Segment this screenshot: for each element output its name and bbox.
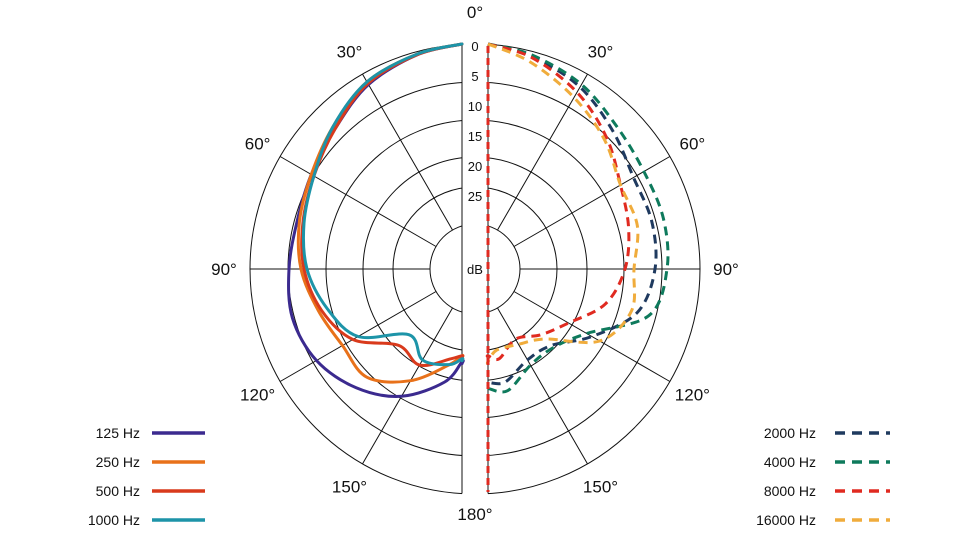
angle-label: 60° [680, 135, 706, 154]
angle-label: 30° [337, 43, 363, 62]
series-line-8000-hz [485, 42, 631, 362]
angle-label: 60° [245, 135, 271, 154]
grid-spoke [362, 307, 453, 465]
radial-scale: 0 5 10 15 20 25 dB [467, 39, 483, 277]
grid-spoke [497, 73, 588, 231]
radial-tick-label: 15 [468, 129, 482, 144]
right-half-series [485, 42, 670, 492]
grid-spoke [362, 73, 453, 231]
series-line-2000-hz [485, 42, 658, 386]
radial-unit-label: dB [467, 262, 483, 277]
angle-label: 120° [675, 386, 710, 405]
angle-label: 30° [588, 43, 614, 62]
left-half-series [287, 42, 465, 398]
legend-label: 8000 Hz [764, 483, 816, 499]
radial-tick-label: 5 [471, 69, 478, 84]
series-line-16000-hz [485, 42, 640, 366]
legend-label: 125 Hz [96, 425, 140, 441]
angle-label: 90° [713, 260, 739, 279]
legend-label: 2000 Hz [764, 425, 816, 441]
center-gap [462, 42, 488, 496]
radial-tick-label: 25 [468, 189, 482, 204]
series-line-1000-hz [301, 42, 465, 367]
series-line-500-hz [300, 42, 465, 368]
radial-tick-label: 0 [471, 39, 478, 54]
series-line-4000-hz [485, 42, 670, 394]
angle-label: 120° [240, 386, 275, 405]
angle-label: 150° [332, 477, 367, 496]
angle-label: 180° [457, 505, 492, 524]
legend-label: 500 Hz [96, 483, 140, 499]
angle-label: 150° [583, 477, 618, 496]
grid-spoke [513, 291, 671, 382]
angle-label: 90° [211, 260, 237, 279]
grid-spoke [497, 307, 588, 465]
series-line-250-hz [296, 42, 465, 384]
legend-label: 1000 Hz [88, 512, 140, 528]
angle-labels: 0° 30° 60° 90° 120° 150° 180° 30° 60° 90° 120° 150° [211, 3, 739, 524]
legend-label: 250 Hz [96, 454, 140, 470]
legend-label: 16000 Hz [756, 512, 816, 528]
radial-tick-label: 20 [468, 159, 482, 174]
legend-label: 4000 Hz [764, 454, 816, 470]
grid-spoke [513, 156, 671, 247]
grid-spoke [279, 156, 437, 247]
legend: 125 Hz 250 Hz 500 Hz 1000 Hz 2000 Hz 4000 Hz 8… [88, 425, 890, 528]
radial-tick-label: 10 [468, 99, 482, 114]
angle-label: 0° [467, 3, 483, 22]
